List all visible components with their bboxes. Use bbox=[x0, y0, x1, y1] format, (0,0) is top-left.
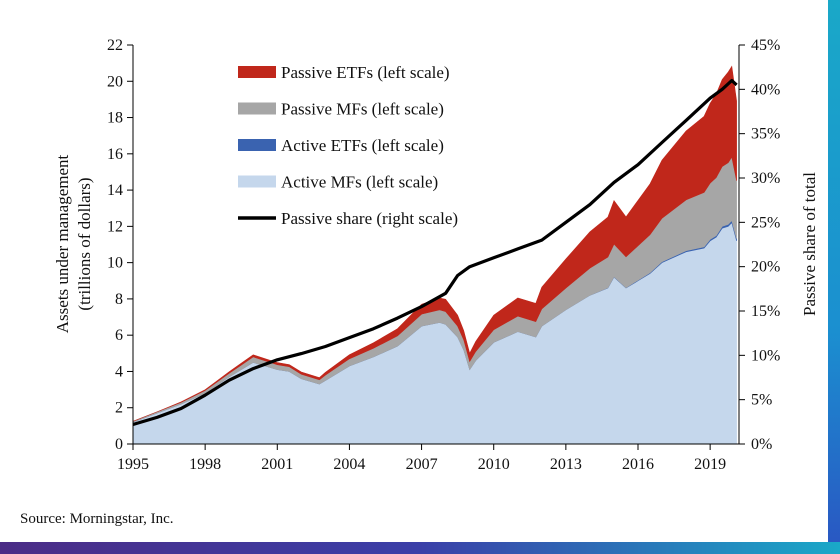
y-tick-label: 20 bbox=[107, 73, 123, 90]
x-tick-label: 2013 bbox=[550, 456, 582, 473]
y2-tick-label: 35% bbox=[751, 126, 780, 143]
x-tick-label: 2016 bbox=[622, 456, 654, 473]
y-tick-label: 12 bbox=[107, 218, 123, 235]
y-tick-label: 8 bbox=[115, 291, 123, 308]
y2-tick-label: 25% bbox=[751, 214, 780, 231]
area-layer bbox=[132, 65, 737, 445]
legend-label: Active MFs (left scale) bbox=[281, 173, 438, 192]
y-tick-label: 16 bbox=[107, 146, 123, 163]
y-tick-label: 2 bbox=[115, 400, 123, 417]
legend-label: Active ETFs (left scale) bbox=[281, 136, 444, 155]
y2-tick-label: 5% bbox=[751, 392, 772, 409]
y-tick-label: 10 bbox=[107, 255, 123, 272]
legend-label: Passive MFs (left scale) bbox=[281, 100, 444, 119]
x-tick-label: 2007 bbox=[406, 456, 438, 473]
y2-axis-title: Passive share of total bbox=[800, 172, 819, 316]
y-axis-title-line-1: Assets under management bbox=[53, 154, 72, 333]
axes: 0 2 4 6 8 10 12 14 16 18 20 22 0% 5% 10% 15% 20% 25% 30% 35… bbox=[107, 37, 780, 473]
y-tick-label: 6 bbox=[115, 327, 123, 344]
x-tick-label: 2001 bbox=[261, 456, 293, 473]
x-tick-label: 1995 bbox=[117, 456, 149, 473]
y-axis-title-line-2: (trillions of dollars) bbox=[75, 177, 94, 310]
legend-label: Passive share (right scale) bbox=[281, 209, 458, 228]
line-layer bbox=[132, 78, 738, 427]
x-tick-label: 2010 bbox=[478, 456, 510, 473]
x-tick-label: 1998 bbox=[189, 456, 221, 473]
y2-tick-label: 30% bbox=[751, 170, 780, 187]
y2-tick-label: 45% bbox=[751, 37, 780, 54]
legend-swatch bbox=[238, 175, 276, 188]
x-tick-label: 2004 bbox=[333, 456, 365, 473]
legend: Passive ETFs (left scale) Passive MFs (le… bbox=[238, 63, 458, 228]
y2-tick-label: 20% bbox=[751, 259, 780, 276]
legend-swatch bbox=[238, 102, 276, 115]
y-tick-label: 0 bbox=[115, 436, 123, 453]
y-tick-label: 4 bbox=[115, 363, 123, 380]
y-tick-label: 18 bbox=[107, 110, 123, 127]
y2-tick-label: 15% bbox=[751, 303, 780, 320]
decorative-frame-right bbox=[828, 0, 840, 554]
axis-titles: Assets under management (trillions of dol… bbox=[53, 154, 819, 333]
source-note: Source: Morningstar, Inc. bbox=[20, 511, 174, 527]
y-tick-label: 22 bbox=[107, 37, 123, 54]
passive-share-line bbox=[132, 78, 738, 427]
legend-swatch bbox=[238, 66, 276, 78]
y2-tick-label: 10% bbox=[751, 347, 780, 364]
y2-tick-label: 40% bbox=[751, 81, 780, 98]
legend-label: Passive ETFs (left scale) bbox=[281, 63, 450, 82]
area-series-passive-etfs-left-scale bbox=[132, 65, 737, 422]
legend-swatch bbox=[238, 139, 276, 151]
decorative-frame-bottom bbox=[0, 542, 840, 554]
x-tick-label: 2019 bbox=[694, 456, 726, 473]
y-tick-label: 14 bbox=[107, 182, 123, 199]
y2-tick-label: 0% bbox=[751, 436, 772, 453]
